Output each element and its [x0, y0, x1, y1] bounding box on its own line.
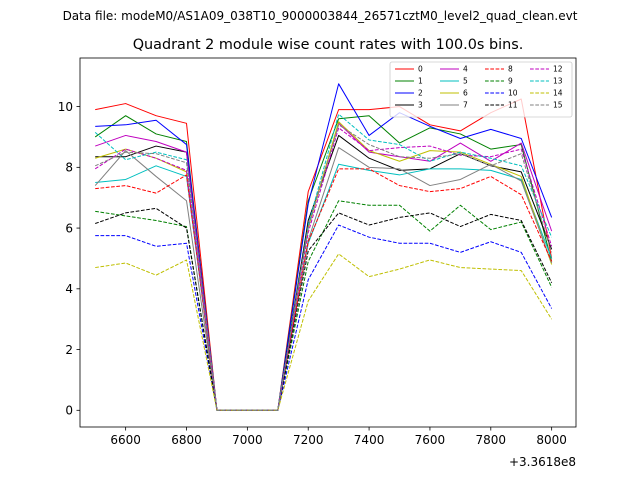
legend-label-14: 14 [553, 89, 563, 98]
series-layer [94, 83, 553, 411]
legend-label-10: 10 [508, 89, 518, 98]
x-tick-label: 6800 [171, 433, 202, 447]
legend-label-4: 4 [463, 65, 468, 74]
legend-label-5: 5 [463, 77, 468, 86]
y-tick-label: 4 [65, 282, 73, 296]
series-line-5 [95, 163, 553, 411]
y-tick-label: 6 [65, 221, 73, 235]
legend-label-3: 3 [418, 101, 423, 110]
series-line-6 [95, 121, 553, 411]
x-tick-label: 7600 [415, 433, 446, 447]
x-tick-label: 7400 [354, 433, 385, 447]
legend-label-8: 8 [508, 65, 513, 74]
x-axis-offset-label: +3.3618e8 [509, 455, 576, 469]
series-line-2 [95, 83, 553, 411]
legend-label-2: 2 [418, 89, 423, 98]
legend-label-13: 13 [553, 77, 563, 86]
data-file-caption: Data file: modeM0/AS1A09_038T10_90000038… [63, 9, 578, 23]
legend-label-11: 11 [508, 101, 518, 110]
x-tick-label: 6600 [110, 433, 141, 447]
series-line-0 [95, 98, 553, 411]
legend-label-7: 7 [463, 101, 468, 110]
series-line-12 [94, 127, 553, 411]
series-line-1 [94, 115, 553, 411]
legend-label-1: 1 [418, 77, 423, 86]
series-line-11 [95, 207, 553, 411]
x-tick-label: 7000 [232, 433, 263, 447]
legend-label-15: 15 [553, 101, 563, 110]
y-tick-label: 0 [65, 404, 73, 418]
legend-label-9: 9 [508, 77, 513, 86]
series-line-10 [95, 224, 553, 411]
series-line-13 [94, 113, 553, 411]
x-tick-label: 7200 [293, 433, 324, 447]
x-tick-label: 7800 [476, 433, 507, 447]
legend-box [389, 61, 573, 118]
series-line-14 [95, 253, 553, 411]
legend-label-0: 0 [418, 65, 423, 74]
series-line-15 [95, 124, 553, 411]
series-line-7 [94, 147, 553, 411]
legend-label-6: 6 [463, 89, 468, 98]
y-tick-label: 2 [65, 343, 73, 357]
y-tick-label: 8 [65, 161, 73, 175]
y-tick-label: 10 [58, 100, 73, 114]
chart-title: Quadrant 2 module wise count rates with … [133, 37, 524, 53]
legend-label-12: 12 [553, 65, 563, 74]
plot-frame [79, 57, 577, 428]
series-line-8 [95, 168, 553, 411]
x-tick-label: 8000 [536, 433, 567, 447]
